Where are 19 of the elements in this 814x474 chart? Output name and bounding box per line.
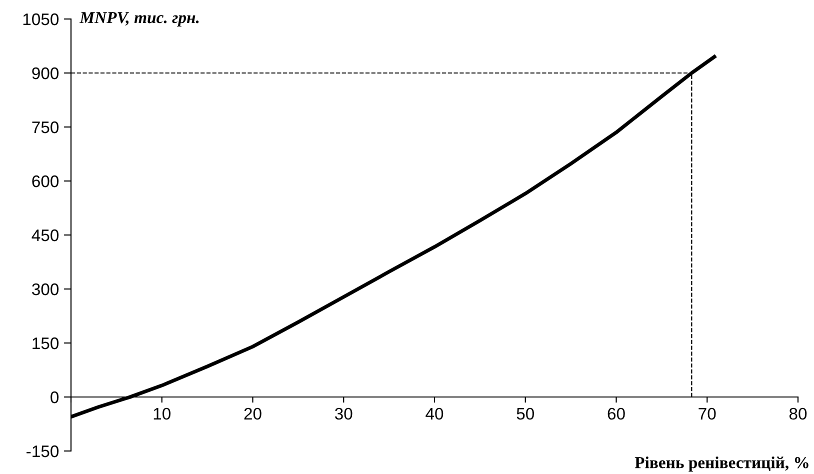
y-tick-label: 300 [32, 283, 59, 296]
y-tick-label: 150 [32, 337, 59, 350]
x-axis-title: Рівень ренівестицій, % [634, 456, 808, 472]
x-tick-label: 60 [608, 408, 625, 420]
y-tick-label: 0 [50, 391, 59, 404]
x-tick-label: 40 [426, 408, 444, 420]
y-tick-label: 1050 [23, 13, 59, 26]
y-axis-title: MNPV, тис. грн. [80, 12, 199, 27]
x-tick-label: 30 [334, 408, 352, 420]
x-tick-label: 20 [244, 408, 262, 420]
x-tick-label: 50 [516, 408, 534, 420]
x-tick-label: 80 [789, 408, 807, 420]
y-tick-label: 900 [32, 67, 59, 80]
y-tick-label: 450 [32, 229, 59, 242]
x-tick-label: 10 [154, 408, 170, 420]
x-tick-label: 70 [698, 408, 716, 420]
y-tick-label: 750 [32, 121, 59, 134]
y-tick-label: 600 [32, 175, 59, 188]
y-tick-label: -150 [26, 445, 59, 458]
